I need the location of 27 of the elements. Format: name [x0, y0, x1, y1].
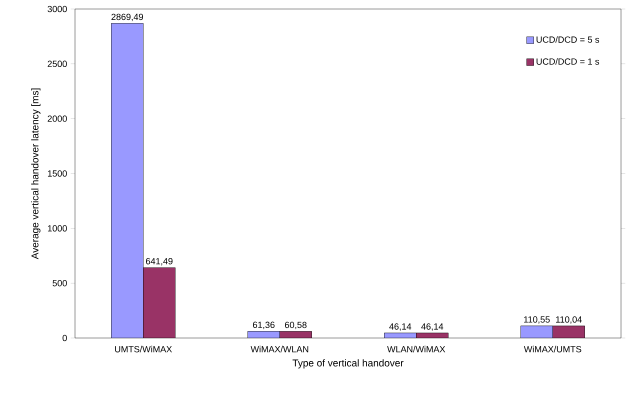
legend-label: UCD/DCD = 5 s: [536, 36, 600, 43]
y-tick-label: 2000: [48, 115, 67, 122]
data-label: 2869,49: [112, 14, 144, 22]
x-tick-label: WiMAX/UMTS: [524, 346, 582, 352]
y-tick-label: 500: [52, 280, 67, 286]
x-tick-label: WiMAX/WLAN: [250, 346, 308, 352]
data-label: 110,04: [556, 316, 582, 324]
data-label: 641,49: [146, 258, 173, 266]
x-tick-label: WLAN/WiMAX: [387, 346, 446, 352]
y-tick-label: 1500: [48, 170, 67, 177]
y-tick-label: 0: [62, 334, 67, 342]
x-tick-label: UMTS/WiMAX: [115, 346, 172, 352]
bar: [111, 23, 144, 338]
legend-label: UCD/DCD = 1 s: [536, 58, 600, 65]
y-tick-label: 1000: [48, 225, 67, 232]
data-label: 46,14: [389, 323, 412, 331]
bar: [143, 267, 176, 338]
data-label: 46,14: [421, 323, 444, 331]
bar: [520, 326, 553, 338]
data-label: 61,36: [252, 322, 275, 330]
data-label: 110,55: [524, 316, 550, 324]
y-axis-title: Average vertical handover latency [ms]: [31, 88, 40, 260]
bar: [552, 326, 585, 338]
y-tick-label: 2500: [48, 60, 67, 68]
y-tick-label: 3000: [48, 6, 67, 12]
data-label: 60,58: [284, 322, 307, 330]
x-axis-title: Type of vertical handover: [292, 359, 404, 368]
